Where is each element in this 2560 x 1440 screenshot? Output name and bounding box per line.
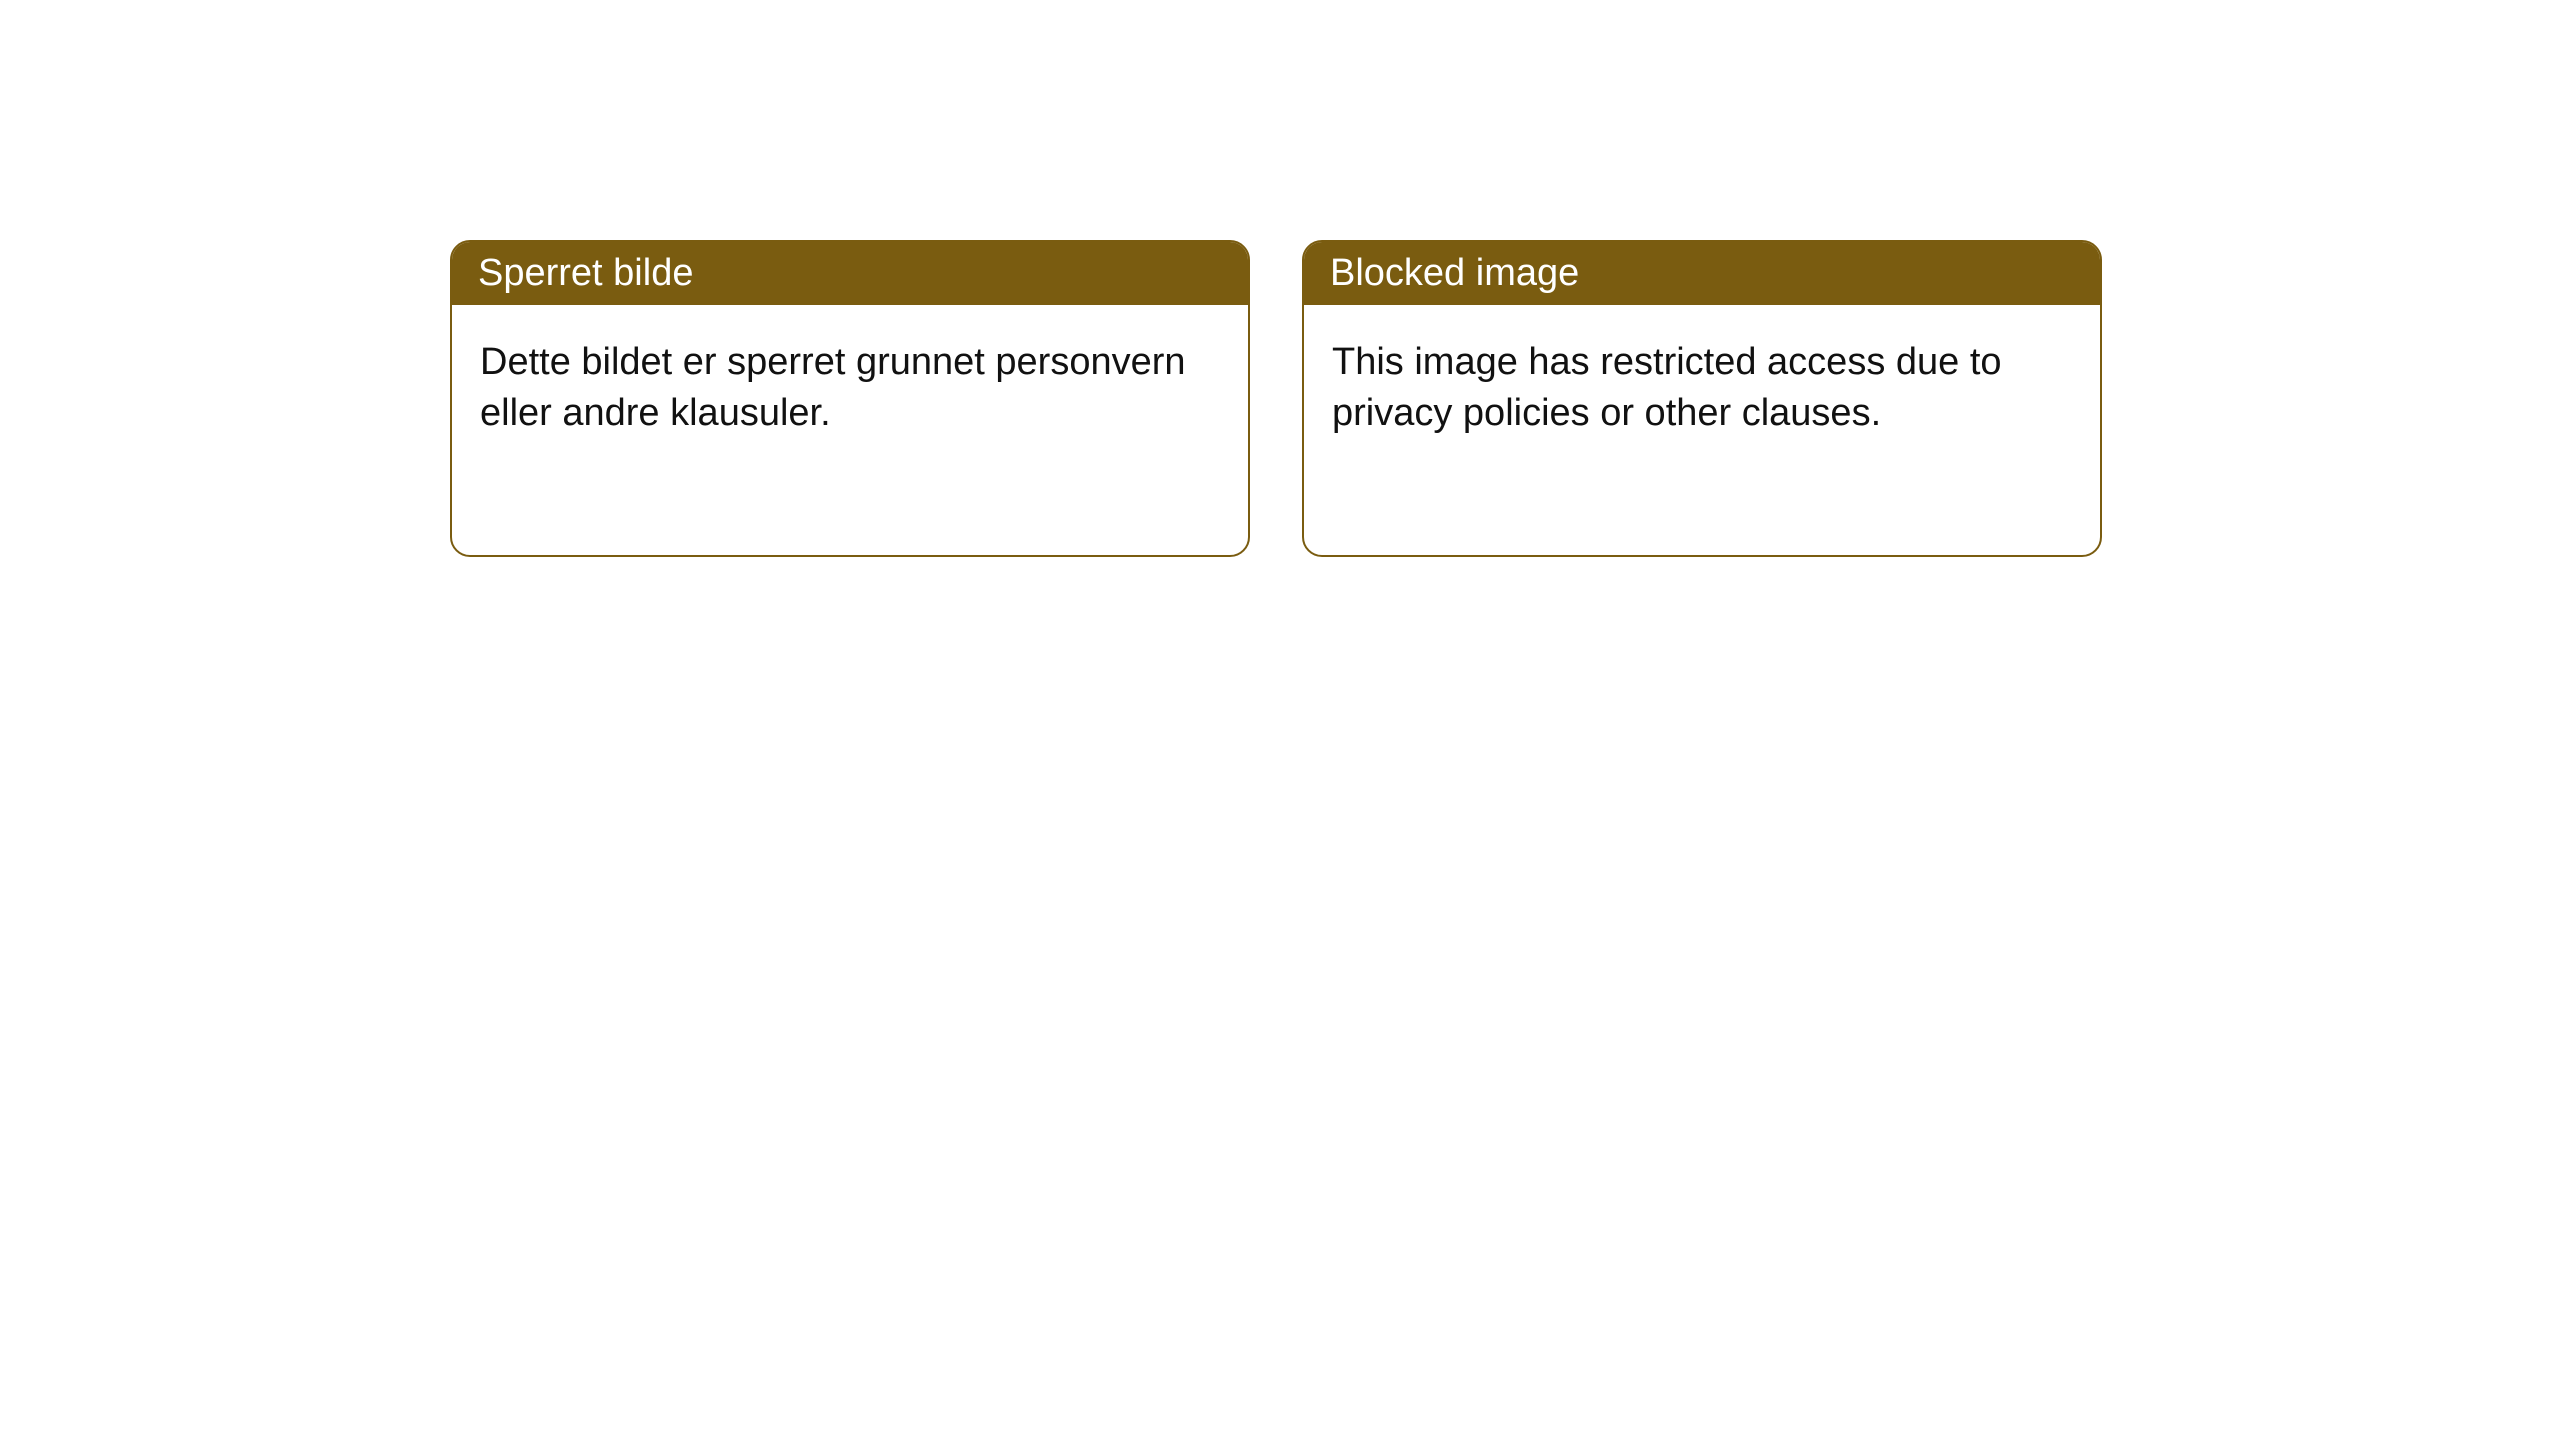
notice-body-no: Dette bildet er sperret grunnet personve… [452, 305, 1248, 555]
notice-container: Sperret bilde Dette bildet er sperret gr… [0, 0, 2560, 557]
notice-card-en: Blocked image This image has restricted … [1302, 240, 2102, 557]
notice-title-en: Blocked image [1304, 242, 2100, 305]
notice-body-en: This image has restricted access due to … [1304, 305, 2100, 555]
notice-card-no: Sperret bilde Dette bildet er sperret gr… [450, 240, 1250, 557]
notice-title-no: Sperret bilde [452, 242, 1248, 305]
